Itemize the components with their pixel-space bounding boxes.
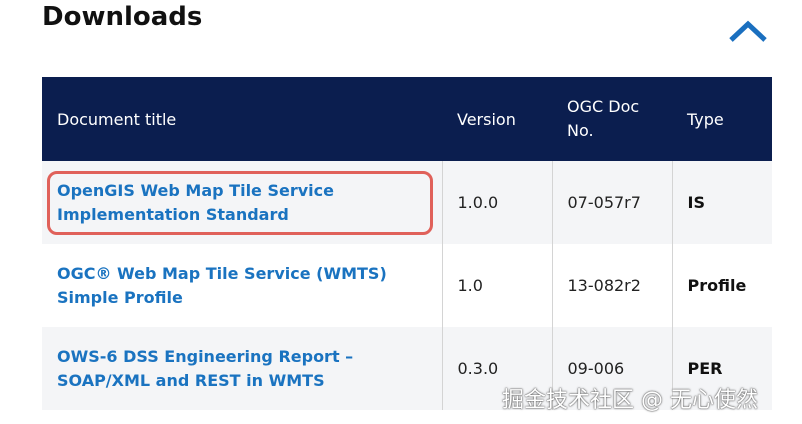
type-cell: IS	[671, 161, 772, 244]
type-cell: Profile	[671, 244, 772, 327]
doc-no-cell: 13-082r2	[551, 244, 672, 327]
version-cell: 1.0	[441, 244, 552, 327]
table-header: Document title Version OGC Doc No. Type	[42, 77, 772, 161]
type-cell: PER	[671, 327, 772, 410]
table-row: OGC® Web Map Tile Service (WMTS) Simple …	[42, 244, 772, 327]
document-link[interactable]: OGC® Web Map Tile Service (WMTS) Simple …	[57, 263, 387, 307]
table-row: OpenGIS Web Map Tile Service Implementat…	[42, 161, 772, 244]
header-doc-no: OGC Doc No.	[552, 77, 672, 161]
downloads-table: Document title Version OGC Doc No. Type …	[42, 77, 772, 410]
table-row: OWS-6 DSS Engineering Report – SOAP/XML …	[42, 327, 772, 410]
document-link[interactable]: OpenGIS Web Map Tile Service Implementat…	[47, 170, 433, 235]
header-type: Type	[672, 77, 772, 161]
watermark: 掘金技术社区 @ 无心使然	[502, 388, 758, 413]
doc-no-cell: 07-057r7	[551, 161, 672, 244]
header-title: Document title	[42, 77, 442, 161]
section-title: Downloads	[42, 2, 203, 32]
document-link[interactable]: OWS-6 DSS Engineering Report – SOAP/XML …	[57, 346, 354, 390]
version-cell: 0.3.0	[441, 327, 552, 410]
chevron-up-icon[interactable]	[728, 20, 768, 44]
header-version: Version	[442, 77, 552, 161]
version-cell: 1.0.0	[441, 161, 552, 244]
doc-no-cell: 09-006	[551, 327, 672, 410]
